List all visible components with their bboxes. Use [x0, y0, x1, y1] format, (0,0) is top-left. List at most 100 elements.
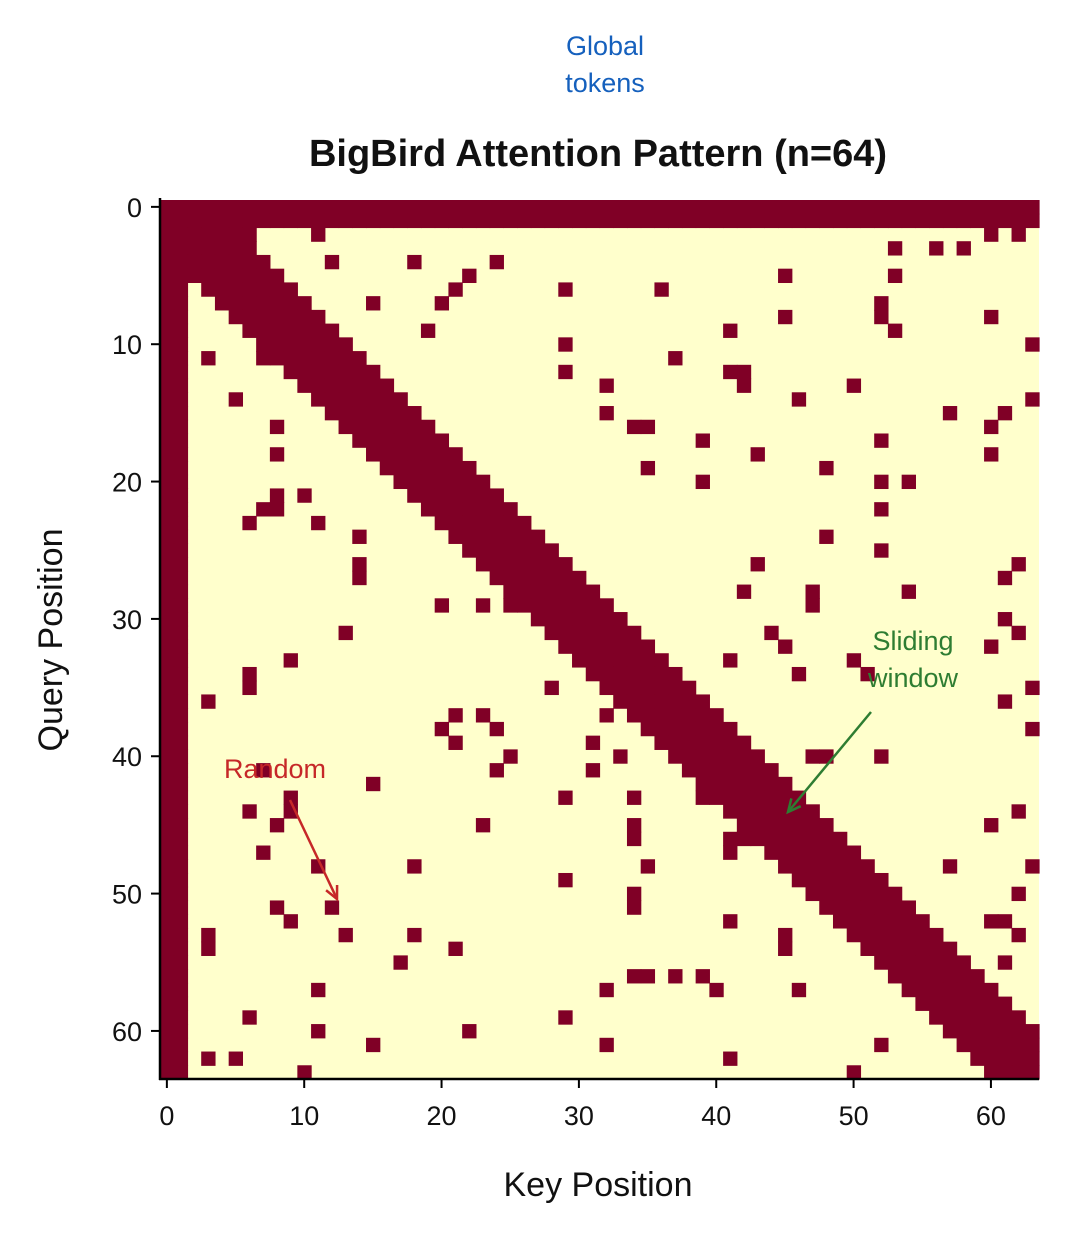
heatmap-cell [915, 969, 930, 984]
x-tick-label: 40 [701, 1101, 731, 1131]
heatmap-cell [791, 392, 807, 407]
sliding-window-arrow [786, 711, 872, 815]
heatmap-cell [640, 460, 656, 476]
heatmap-cell [311, 227, 326, 242]
heatmap-cell [489, 488, 504, 503]
heatmap-cell [626, 213, 642, 229]
heatmap-cell [228, 282, 244, 297]
heatmap-cell [160, 941, 175, 956]
heatmap-cell [311, 378, 326, 393]
heatmap-cell [489, 502, 504, 517]
heatmap-cell [599, 598, 614, 613]
heatmap-cell [297, 351, 312, 366]
heatmap-cell [599, 666, 614, 682]
heatmap-cell [283, 282, 298, 297]
heatmap-cell [324, 200, 340, 215]
heatmap-cell [160, 557, 175, 572]
heatmap-cell [462, 515, 477, 531]
heatmap-cell [352, 378, 367, 393]
heatmap-cell [956, 969, 971, 984]
heatmap-cell [338, 419, 353, 435]
heatmap-cell [517, 570, 532, 586]
heatmap-cell [475, 474, 491, 490]
heatmap-cell [599, 406, 614, 421]
heatmap-cell [984, 996, 999, 1011]
heatmap-cell [489, 515, 504, 531]
heatmap-cell [984, 1024, 999, 1039]
heatmap-cell [160, 296, 175, 311]
heatmap-cell [736, 749, 752, 764]
heatmap-cell [366, 392, 381, 407]
heatmap-cell [1025, 680, 1040, 696]
heatmap-cell [173, 735, 189, 750]
x-tick-label: 30 [564, 1101, 594, 1131]
heatmap-cell [160, 872, 175, 888]
heatmap-cell [654, 694, 669, 709]
heatmap-cell [173, 804, 189, 819]
heatmap-cell [160, 323, 175, 338]
heatmap-cell [283, 323, 298, 338]
heatmap-cell [599, 1037, 614, 1053]
heatmap-cell [709, 735, 724, 750]
heatmap-cell [160, 804, 175, 819]
heatmap-cell [160, 680, 175, 696]
heatmap-cell [1025, 1024, 1040, 1039]
heatmap-cell [324, 213, 340, 229]
heatmap-cell [558, 282, 573, 297]
heatmap-cell [324, 337, 340, 352]
heatmap-cell [407, 488, 422, 503]
heatmap-cell [654, 282, 669, 297]
x-tick-label: 0 [159, 1101, 174, 1131]
heatmap-cell [462, 268, 477, 284]
heatmap-cell [187, 241, 202, 256]
heatmap-cell [434, 433, 450, 448]
heatmap-cell [695, 213, 710, 229]
heatmap-cell [311, 213, 326, 229]
heatmap-cell [379, 433, 395, 448]
heatmap-cell [517, 200, 532, 215]
heatmap-cell [887, 241, 903, 256]
heatmap-cell [723, 213, 738, 229]
heatmap-cell [874, 213, 889, 229]
heatmap-cell [984, 309, 999, 325]
heatmap-cell [984, 447, 999, 462]
heatmap-cell [819, 845, 834, 860]
heatmap-cell [160, 364, 175, 380]
heatmap-cell [160, 543, 175, 558]
heatmap-cell [764, 831, 779, 847]
heatmap-cell [173, 282, 189, 297]
heatmap-cell [778, 818, 793, 833]
heatmap-cell [160, 1024, 175, 1039]
heatmap-cell [420, 447, 436, 462]
heatmap-cell [256, 309, 271, 325]
heatmap-cell [173, 543, 189, 558]
heatmap-cell [256, 296, 271, 311]
heatmap-cell [654, 666, 669, 682]
heatmap-cell [832, 872, 848, 888]
heatmap-cell [489, 200, 504, 215]
heatmap-cell [434, 460, 450, 476]
heatmap-cell [256, 351, 271, 366]
heatmap-cell [448, 515, 463, 531]
heatmap-cell [1011, 1051, 1026, 1066]
heatmap-cell [173, 1051, 189, 1066]
heatmap-cell [173, 612, 189, 627]
heatmap-cell [366, 776, 381, 792]
heatmap-cell [311, 364, 326, 380]
heatmap-cell [173, 337, 189, 352]
heatmap-cell [269, 323, 285, 338]
heatmap-cell [173, 694, 189, 709]
heatmap-cell [228, 392, 244, 407]
heatmap-cell [572, 584, 587, 599]
heatmap-cell [324, 378, 340, 393]
heatmap-cell [173, 845, 189, 860]
heatmap-cell [503, 749, 518, 764]
heatmap-cell [997, 1037, 1013, 1053]
heatmap-cell [805, 749, 820, 764]
heatmap-cell [407, 213, 422, 229]
heatmap-cell [160, 666, 175, 682]
heatmap-cell [558, 612, 573, 627]
heatmap-cell [160, 900, 175, 915]
heatmap-cell [173, 872, 189, 888]
